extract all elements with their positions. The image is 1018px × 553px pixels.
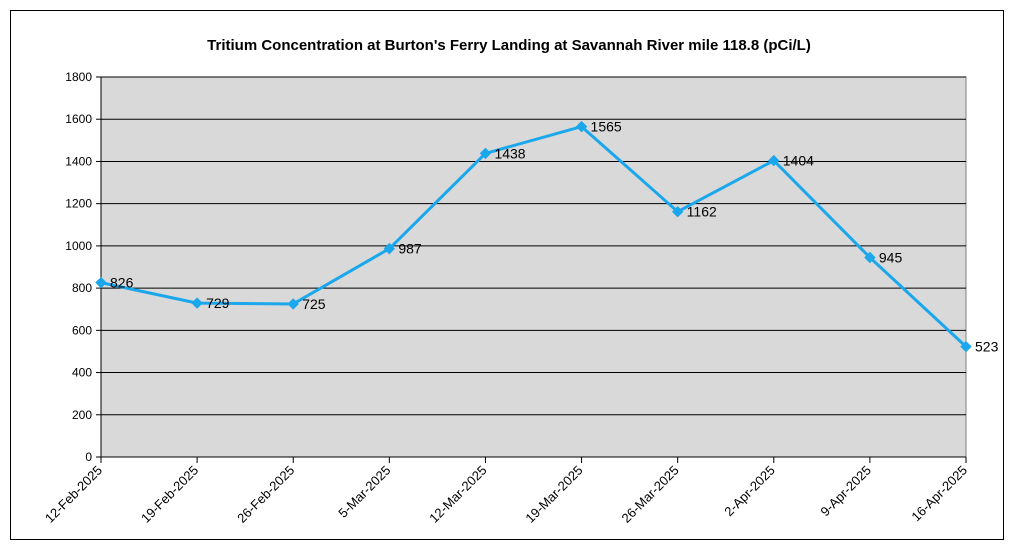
plot-area — [100, 76, 967, 458]
x-tick-label: 19-Mar-2025 — [522, 463, 585, 526]
x-tick-label: 26-Mar-2025 — [619, 463, 682, 526]
data-label: 729 — [206, 295, 230, 311]
y-tick-label: 1000 — [65, 239, 92, 253]
data-label: 725 — [302, 296, 326, 312]
y-tick-label: 600 — [72, 323, 92, 337]
data-point-marker — [864, 251, 876, 264]
y-tick-label: 800 — [72, 281, 92, 295]
y-axis: 0 200 400 600 800 1000 1200 1400 1600 1800 — [65, 70, 102, 464]
y-tick-label: 1800 — [65, 70, 92, 84]
y-tick-label: 400 — [72, 366, 92, 380]
data-label: 826 — [110, 275, 134, 291]
x-tick-label: 5-Mar-2025 — [335, 463, 393, 521]
data-point-marker — [960, 340, 972, 353]
data-label: 1162 — [687, 204, 717, 220]
data-labels: 826 729 725 987 1438 1565 1162 1404 945 523 — [110, 119, 999, 355]
y-tick-label: 0 — [85, 450, 92, 464]
chart-title: Tritium Concentration at Burton's Ferry … — [207, 37, 811, 54]
data-point-marker — [287, 298, 299, 310]
data-label: 945 — [879, 250, 903, 266]
x-tick-label: 12-Mar-2025 — [426, 463, 489, 526]
y-tick-label: 1200 — [65, 197, 92, 211]
x-tick-label: 16-Apr-2025 — [908, 463, 970, 525]
data-label: 1404 — [783, 153, 814, 169]
y-tick-label: 1400 — [65, 154, 92, 168]
gridlines — [101, 76, 966, 416]
y-tick-label: 1600 — [65, 112, 92, 126]
series-polyline — [100, 125, 968, 348]
x-tick-label: 19-Feb-2025 — [138, 463, 201, 526]
x-axis: 12-Feb-2025 19-Feb-2025 26-Feb-2025 5-Mar-2… — [42, 456, 970, 526]
data-point-marker — [95, 276, 107, 289]
data-label: 987 — [398, 241, 422, 257]
data-point-marker — [575, 120, 588, 133]
data-point-marker — [191, 297, 203, 309]
data-label: 523 — [975, 339, 999, 355]
data-label: 1565 — [591, 119, 622, 135]
x-tick-label: 12-Feb-2025 — [42, 463, 105, 526]
data-point-marker — [671, 205, 684, 218]
series-line — [95, 120, 972, 353]
x-tick-label: 9-Apr-2025 — [817, 463, 874, 520]
data-point-marker — [479, 147, 492, 160]
x-tick-label: 2-Apr-2025 — [721, 463, 778, 520]
data-label: 1438 — [494, 145, 525, 161]
x-tick-label: 26-Feb-2025 — [234, 463, 297, 526]
data-point-marker — [383, 242, 396, 255]
data-point-marker — [768, 154, 780, 167]
y-tick-label: 200 — [72, 408, 92, 422]
